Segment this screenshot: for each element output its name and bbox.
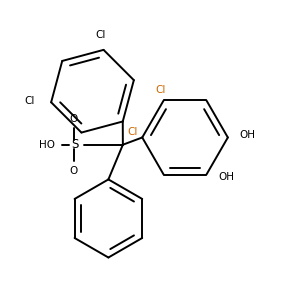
Text: Cl: Cl bbox=[95, 30, 106, 40]
Text: HO: HO bbox=[39, 140, 55, 150]
Text: O: O bbox=[69, 166, 78, 175]
Text: Cl: Cl bbox=[127, 127, 138, 137]
Text: OH: OH bbox=[239, 130, 256, 140]
Text: O: O bbox=[69, 114, 78, 124]
Text: Cl: Cl bbox=[25, 96, 35, 106]
Text: OH: OH bbox=[218, 172, 234, 182]
Text: Cl: Cl bbox=[156, 85, 166, 95]
Text: S: S bbox=[72, 138, 79, 151]
